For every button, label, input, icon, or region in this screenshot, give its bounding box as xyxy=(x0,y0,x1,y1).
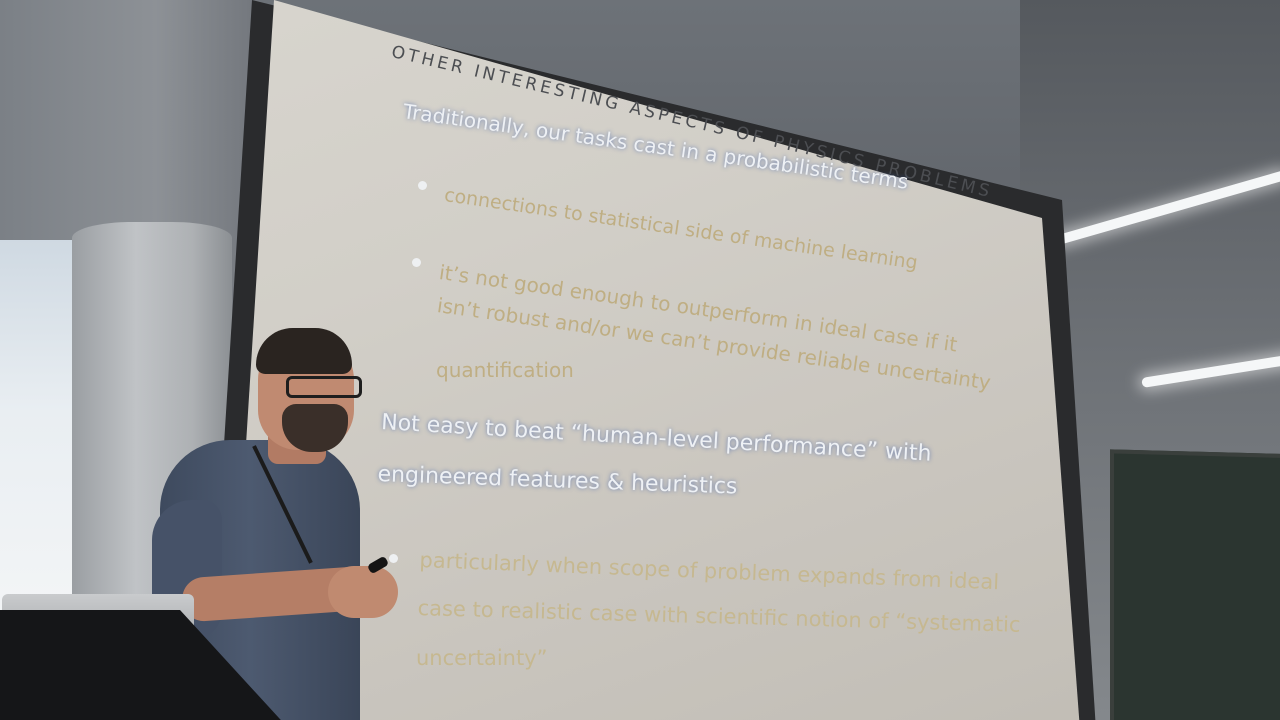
bullet-text: quantification xyxy=(436,358,574,382)
bullet-dot xyxy=(418,181,427,190)
bullet-dot xyxy=(412,258,421,267)
presenter-beard xyxy=(282,404,348,452)
presenter-hand xyxy=(328,566,398,618)
presenter-hair xyxy=(256,328,352,374)
bullet-text: uncertainty” xyxy=(416,646,548,670)
presenter-glasses xyxy=(286,376,362,398)
bullet-dot xyxy=(389,554,398,563)
